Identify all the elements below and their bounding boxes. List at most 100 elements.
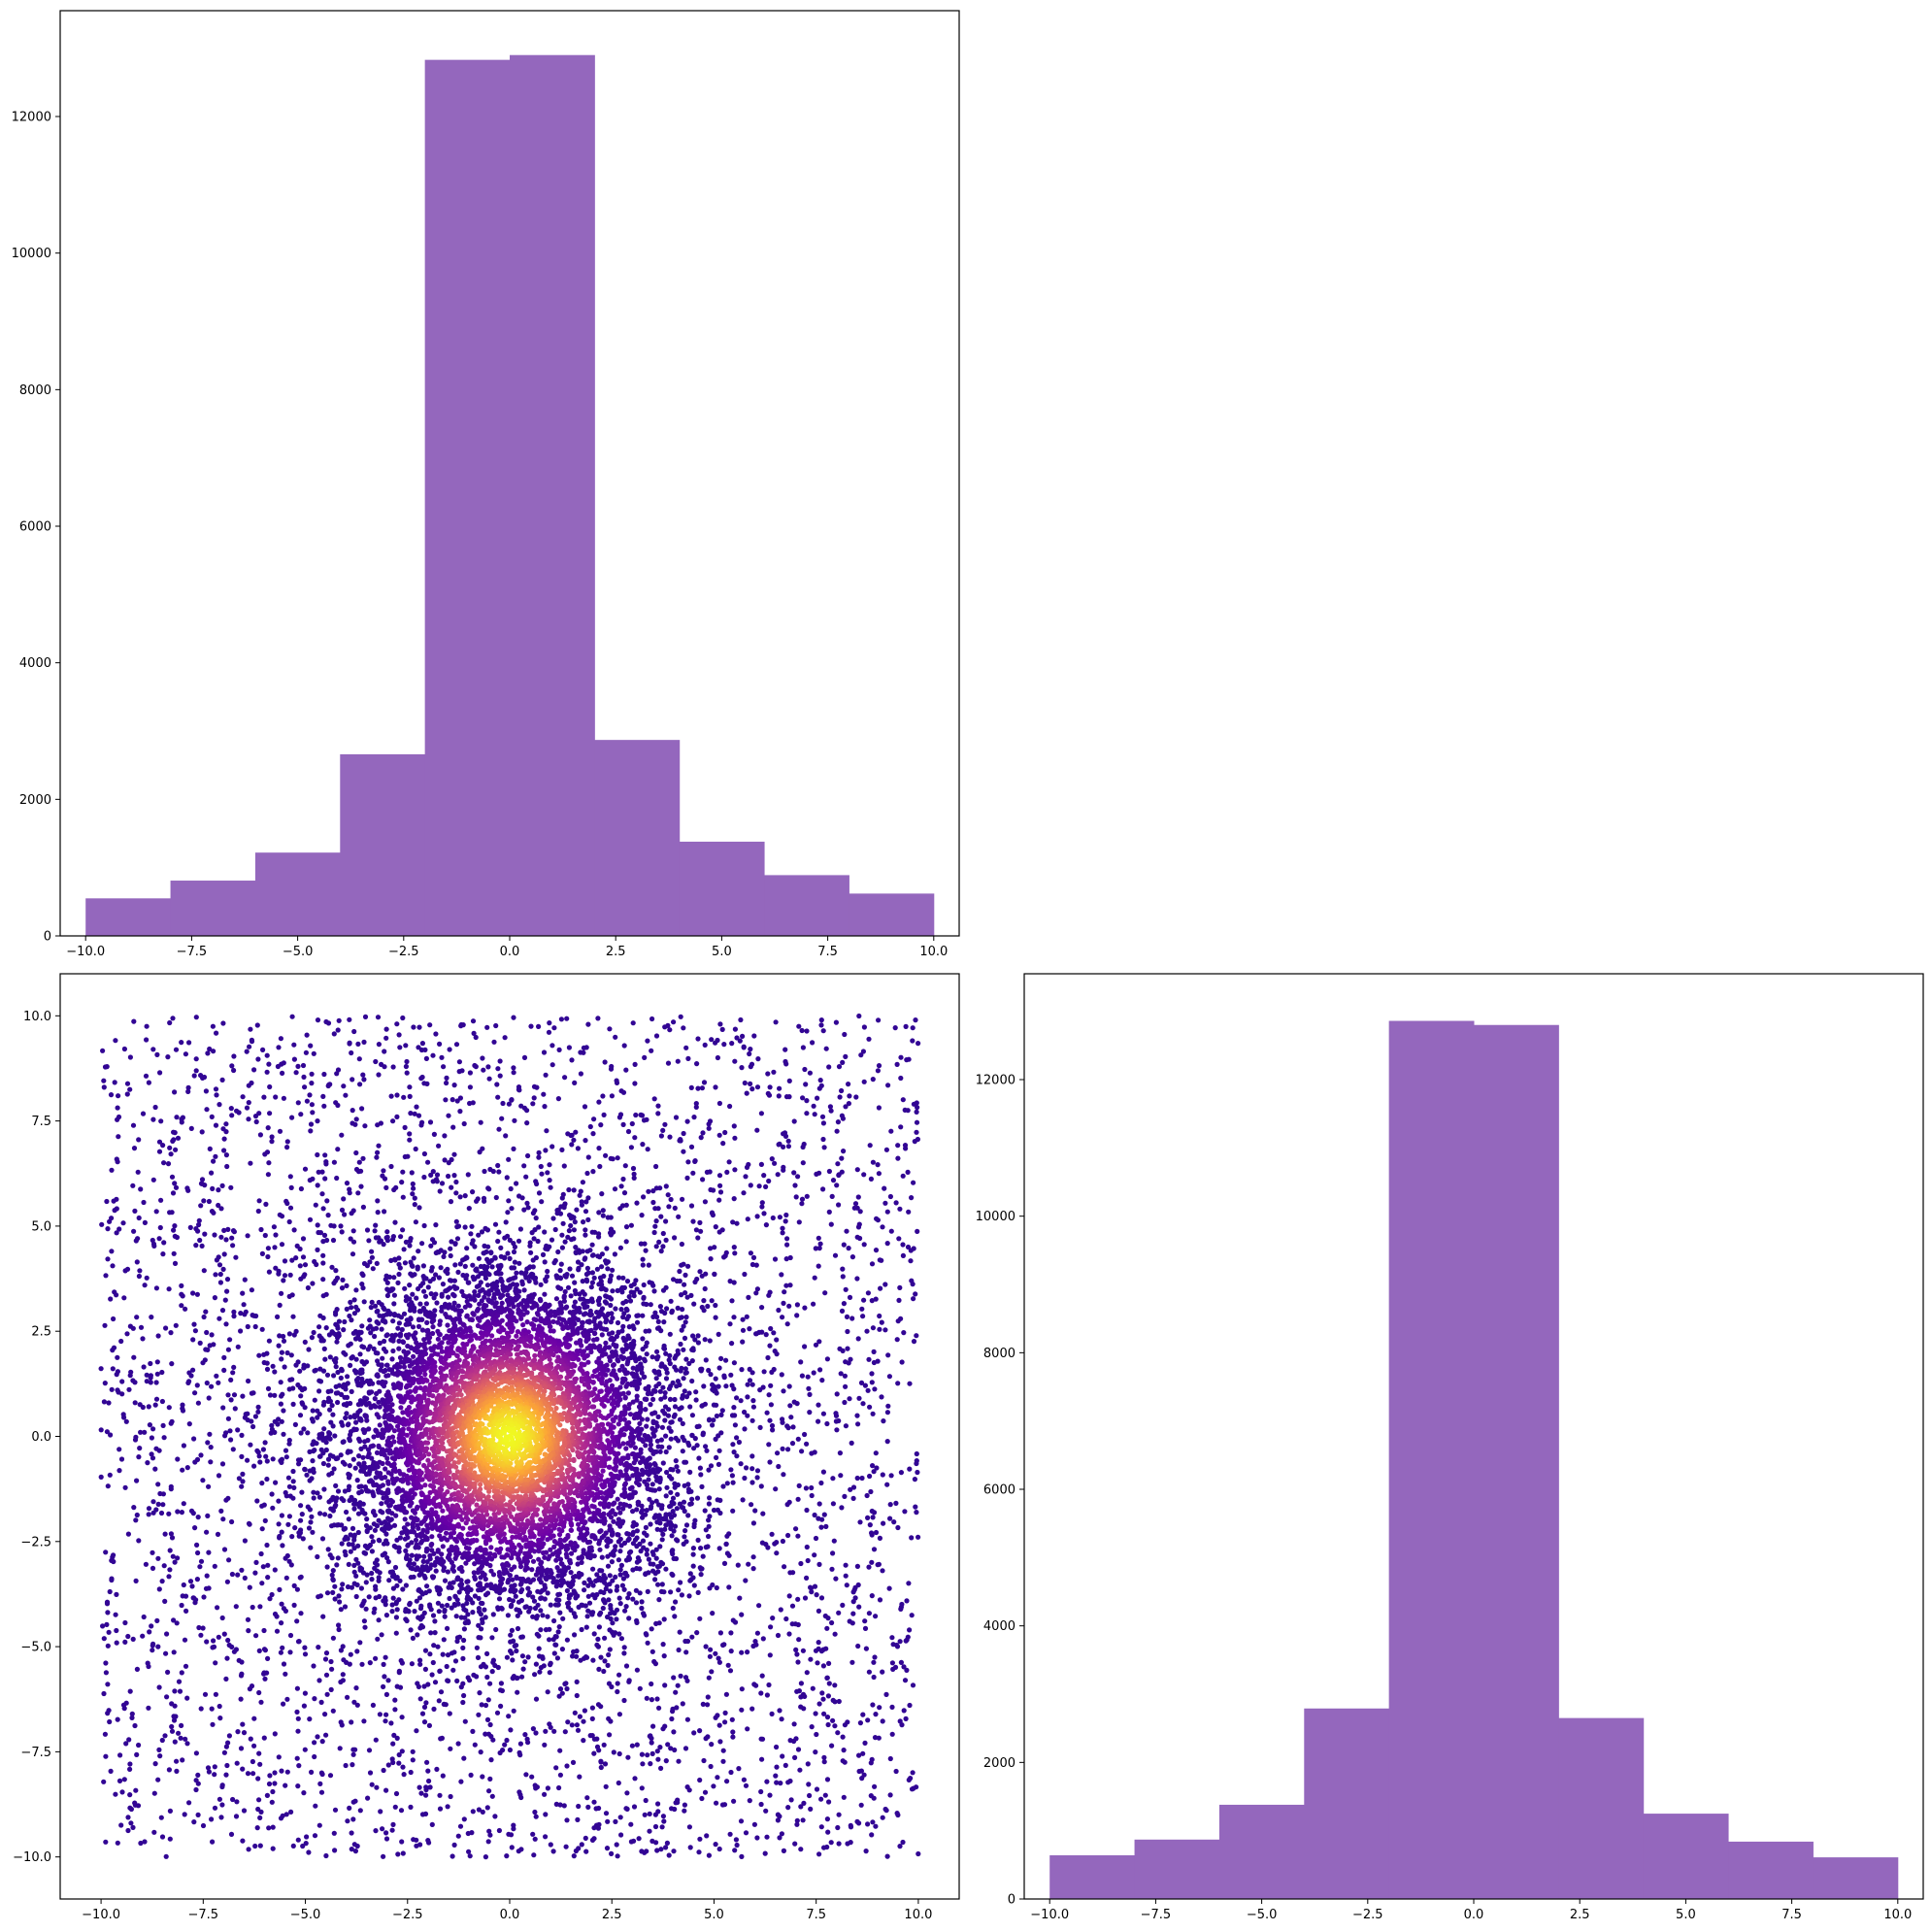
scatter-point: [834, 1427, 840, 1433]
scatter-point: [885, 1403, 891, 1409]
scatter-point: [564, 1817, 570, 1823]
scatter-point: [603, 1783, 609, 1789]
scatter-point: [681, 1025, 686, 1031]
scatter-point: [407, 1238, 413, 1244]
scatter-point: [861, 1172, 867, 1178]
scatter-point: [404, 1058, 410, 1065]
scatter-point: [661, 1319, 667, 1325]
scatter-point: [115, 1159, 120, 1165]
scatter-point: [914, 1460, 919, 1467]
scatter-point: [836, 1841, 842, 1847]
scatter-point: [122, 1639, 128, 1645]
scatter-point: [289, 1292, 295, 1298]
scatter-point: [794, 1688, 800, 1694]
scatter-point: [475, 1654, 482, 1660]
scatter-point: [440, 1651, 446, 1657]
scatter-point: [824, 1777, 831, 1782]
scatter-point: [449, 1097, 455, 1103]
scatter-point: [536, 1154, 542, 1160]
scatter-point: [328, 1658, 334, 1665]
scatter-point: [614, 1616, 619, 1622]
scatter-point: [375, 1149, 381, 1155]
scatter-point: [702, 1285, 708, 1292]
scatter-point: [349, 1317, 354, 1323]
scatter-point: [876, 1063, 882, 1069]
scatter-point: [728, 1769, 734, 1776]
scatter-point: [415, 1266, 420, 1272]
scatter-point: [197, 1564, 203, 1570]
scatter-point: [496, 1229, 502, 1235]
scatter-point: [901, 1664, 907, 1670]
scatter-point: [626, 1294, 632, 1300]
scatter-point: [804, 1544, 810, 1550]
scatter-point: [543, 1812, 549, 1817]
scatter-point: [209, 1383, 215, 1389]
scatter-point: [420, 1263, 426, 1269]
scatter-point: [659, 1824, 665, 1830]
scatter-point: [156, 1139, 163, 1145]
scatter-point: [828, 1840, 834, 1846]
scatter-point: [591, 1631, 597, 1637]
scatter-point: [657, 1388, 663, 1394]
scatter-point: [802, 1305, 808, 1311]
scatter-point: [589, 1715, 595, 1721]
scatter-point: [485, 1839, 491, 1845]
scatter-point: [739, 1367, 745, 1373]
scatter-point: [498, 1681, 505, 1686]
scatter-point: [683, 1649, 689, 1655]
scatter-point: [780, 1416, 785, 1422]
scatter-point: [535, 1238, 541, 1245]
scatter-point: [251, 1067, 257, 1073]
scatter-point: [195, 1515, 201, 1520]
scatter-point: [155, 1555, 161, 1561]
scatter-point: [857, 1209, 863, 1215]
scatter-point: [638, 1241, 645, 1247]
scatter-point: [832, 1723, 838, 1729]
scatter-point: [713, 1315, 718, 1320]
scatter-point: [309, 1081, 315, 1086]
scatter-point: [682, 1388, 687, 1394]
scatter-point: [136, 1454, 142, 1460]
scatter-point: [291, 1042, 297, 1048]
scatter-point: [433, 1031, 439, 1037]
scatter-point: [472, 1244, 478, 1249]
scatter-point: [653, 1498, 659, 1504]
scatter-point: [821, 1711, 827, 1716]
scatter-point: [608, 1066, 615, 1072]
scatter-point: [914, 1129, 919, 1135]
scatter-point: [821, 1145, 827, 1150]
scatter-point: [798, 1704, 804, 1710]
scatter-point: [749, 1706, 755, 1712]
scatter-point: [612, 1186, 618, 1192]
scatter-point: [104, 1429, 110, 1435]
scatter-point: [703, 1444, 709, 1449]
scatter-point: [689, 1432, 695, 1438]
scatter-point: [569, 1722, 575, 1728]
scatter-point: [130, 1122, 137, 1128]
scatter-point: [193, 1750, 199, 1756]
scatter-point: [616, 1275, 622, 1281]
scatter-point: [809, 1724, 815, 1730]
scatter-point: [594, 1744, 601, 1749]
scatter-point: [830, 1501, 837, 1507]
scatter-point: [213, 1660, 218, 1666]
scatter-point: [556, 1784, 562, 1791]
scatter-point: [316, 1388, 322, 1394]
scatter-point: [687, 1845, 693, 1850]
scatter-point: [559, 1690, 565, 1696]
scatter-point: [353, 1685, 359, 1691]
scatter-point: [820, 1028, 826, 1034]
scatter-point: [870, 1159, 877, 1165]
scatter-point: [870, 1702, 876, 1708]
scatter-point: [829, 1743, 835, 1749]
scatter-point: [534, 1084, 540, 1090]
scatter-point: [291, 1602, 297, 1608]
scatter-point: [555, 1591, 561, 1598]
scatter-point: [346, 1561, 351, 1567]
scatter-point: [416, 1784, 422, 1790]
scatter-point: [713, 1084, 718, 1090]
scatter-point: [835, 1161, 841, 1167]
scatter-point: [706, 1121, 712, 1127]
scatter-point: [764, 1779, 770, 1784]
scatter-point: [447, 1711, 452, 1716]
